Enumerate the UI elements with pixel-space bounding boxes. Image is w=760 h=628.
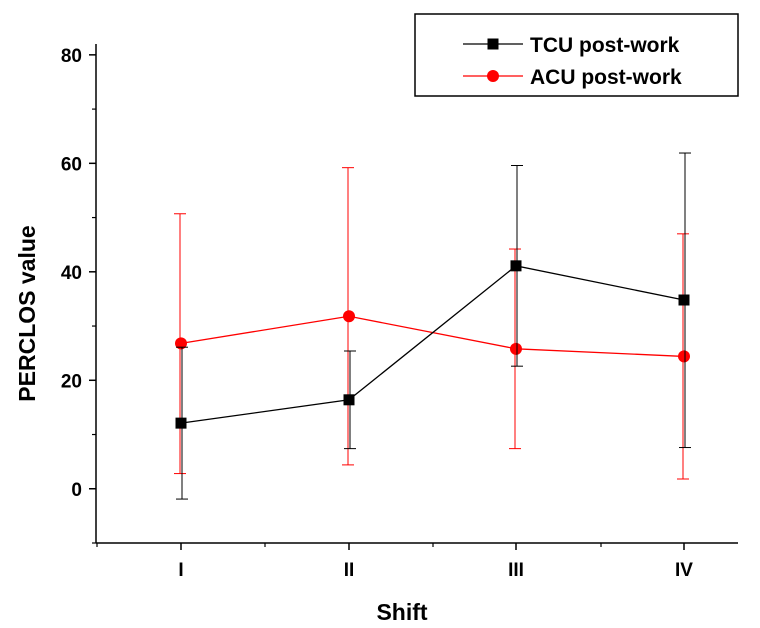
legend-marker-square (487, 38, 499, 50)
y-axis-ticks: 0 20 40 60 80 (61, 46, 96, 544)
series-line (180, 265, 685, 424)
x-axis-title: Shift (376, 599, 427, 625)
legend-label: ACU post-work (530, 66, 682, 89)
data-point-circle (510, 342, 522, 355)
x-tick-label: IV (675, 560, 693, 581)
series-tcu (175, 152, 691, 500)
data-point-square (175, 417, 187, 429)
data-point-square (678, 294, 690, 306)
x-tick-label: III (508, 560, 524, 581)
data-point-square (510, 260, 522, 272)
legend: TCU post-work ACU post-work (414, 13, 739, 97)
series-acu (174, 167, 690, 480)
data-point-circle (343, 310, 355, 323)
y-tick-label: 0 (71, 480, 82, 501)
legend-marker-circle (487, 70, 499, 82)
y-tick-label: 80 (61, 46, 82, 67)
y-tick-label: 40 (61, 263, 82, 284)
data-point-circle (175, 337, 187, 350)
y-tick-label: 60 (61, 154, 82, 175)
x-axis-ticks: I II III IV (96, 543, 693, 581)
axes (95, 44, 738, 544)
data-point-square (343, 394, 355, 406)
series-line (180, 315, 685, 358)
y-axis-title: PERCLOS value (14, 225, 40, 401)
x-tick-label: II (344, 560, 355, 581)
data-point-circle (678, 350, 690, 363)
x-tick-label: I (178, 560, 183, 581)
legend-box (414, 13, 739, 97)
legend-label: TCU post-work (530, 34, 680, 57)
series-layer (174, 152, 691, 500)
y-tick-label: 20 (61, 371, 82, 392)
